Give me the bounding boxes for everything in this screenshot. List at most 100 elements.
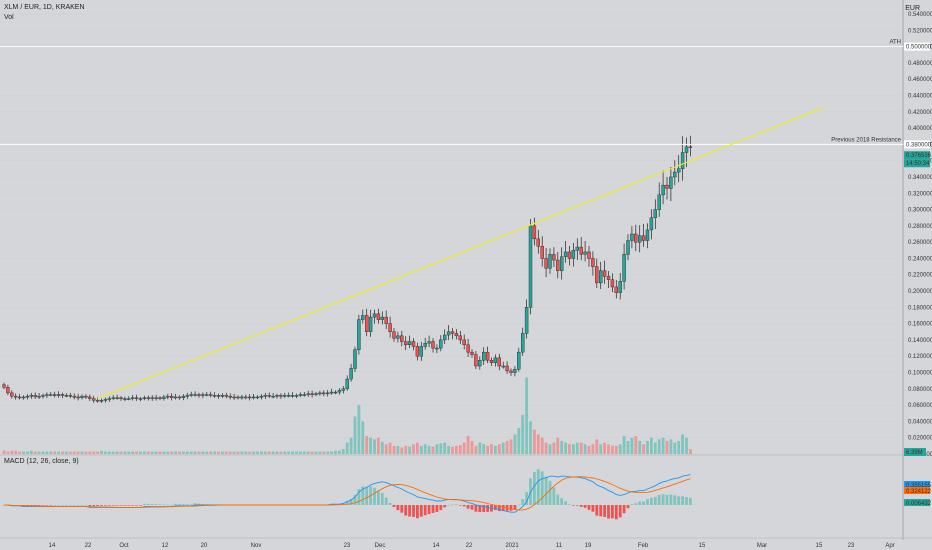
candle-body [169, 395, 174, 398]
volume-bar [525, 377, 528, 454]
volume-bar [2, 450, 6, 454]
candle-body [80, 395, 84, 398]
volume-bar [127, 451, 131, 454]
candle-body [536, 238, 540, 247]
candle-body [349, 368, 353, 380]
volume-bar [248, 451, 252, 454]
macd-histogram-bar [345, 500, 349, 505]
volume-bar [213, 451, 216, 454]
volume-bar [552, 442, 556, 454]
volume-bar [618, 444, 622, 454]
macd-histogram-bar [548, 480, 552, 505]
candle-body [150, 397, 154, 399]
macd-histogram-bar [150, 504, 154, 505]
candle-body [181, 395, 186, 398]
candle-body [482, 351, 486, 361]
volume-bar [470, 440, 474, 454]
candle-body [283, 395, 287, 397]
volume-bar [689, 449, 692, 454]
macd-histogram-bar [509, 505, 513, 511]
candle-body [528, 225, 533, 308]
volume-bar [408, 446, 411, 454]
volume-bar [330, 451, 333, 454]
macd-histogram-bar [158, 504, 162, 505]
candle-body [404, 341, 408, 346]
candle-body [353, 349, 357, 369]
macd-histogram-bar [68, 505, 72, 506]
macd-histogram-bar [178, 503, 181, 505]
macd-histogram-bar [373, 487, 376, 505]
volume-bar [49, 451, 53, 454]
volume-bar [244, 451, 248, 454]
candle-body [76, 396, 80, 399]
volume-bar [657, 439, 661, 454]
macd-histogram-bar [564, 501, 567, 505]
macd-histogram-bar [646, 499, 649, 505]
candles [2, 135, 693, 403]
volume-bar [501, 442, 505, 454]
candle-body [41, 395, 45, 397]
macd-histogram-bar [665, 494, 669, 505]
price-tick-label: 0.300000 [908, 208, 932, 214]
candle-body [489, 360, 494, 363]
candle-body [474, 354, 478, 367]
candle-body [587, 251, 591, 259]
volume-bar [228, 451, 232, 454]
price-tick-label: 0.180000 [908, 305, 932, 311]
volume-bar [416, 442, 419, 454]
time-tick-label: Feb [638, 543, 649, 549]
macd-histogram-bar [189, 504, 193, 505]
volume-bar [92, 451, 96, 454]
overlay-lines [0, 46, 903, 400]
volume-bar [240, 451, 244, 454]
volume-bar [326, 451, 330, 454]
volume-bar [310, 451, 314, 454]
candle-body [677, 168, 681, 173]
macd-histogram-bar [408, 505, 411, 517]
volume-bar [41, 451, 45, 454]
macd-histogram-bar [587, 505, 591, 510]
volume-bar [131, 451, 135, 454]
volume-bar [455, 445, 458, 454]
candle-body [610, 279, 615, 288]
candle-body [446, 331, 451, 336]
macd-histogram-bar [2, 505, 6, 506]
macd-histogram-bar [661, 494, 665, 505]
volume-bar [224, 451, 228, 454]
macd-histogram-bar [533, 471, 536, 505]
macd-histogram-bar [536, 469, 540, 505]
candle-body [517, 351, 521, 370]
candle-body [509, 370, 513, 373]
candle-body [212, 395, 217, 397]
resistance-price-tag-bg [904, 140, 930, 149]
candle-body [478, 360, 482, 367]
time-tick-label: 23 [344, 543, 351, 549]
macd-histogram-bar [681, 496, 684, 505]
volume-bar [377, 437, 380, 454]
volume-bar [365, 436, 369, 454]
volume-bar [205, 451, 209, 454]
macd-histogram-bar [618, 505, 622, 518]
volume-bar [26, 451, 29, 454]
volume-bar [603, 442, 606, 454]
candle-body [45, 394, 49, 396]
volume-bar [217, 451, 220, 454]
time-tick-label: 23 [848, 543, 855, 549]
candle-body [521, 333, 525, 353]
volume-legend: Vol [4, 14, 14, 21]
candle-body [657, 194, 661, 210]
macd-histogram-bar [96, 505, 99, 506]
candle-body [653, 209, 657, 218]
price-tick-label: 0.060000 [908, 403, 932, 409]
volume-bar [653, 442, 657, 454]
candle-body [423, 342, 427, 347]
volume-bar [96, 451, 99, 454]
volume-bar [10, 450, 14, 454]
macd-histogram-bar [166, 504, 170, 506]
volume-bar [221, 451, 224, 454]
candle-body [567, 251, 572, 259]
candle-body [614, 286, 618, 293]
volume-bar [572, 444, 575, 454]
macd-histogram-bar [494, 505, 497, 510]
resistance-note: Previous 2018 Resistance [831, 137, 901, 143]
